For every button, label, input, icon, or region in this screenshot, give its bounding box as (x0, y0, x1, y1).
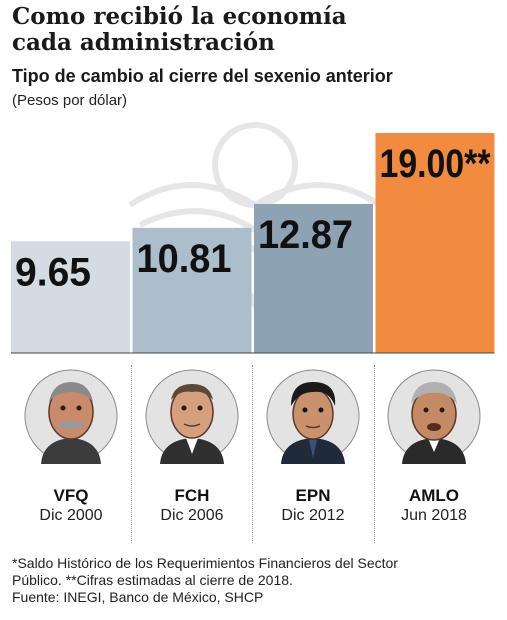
bar-chart: 9.65 10.81 12.87 19.00** (11, 133, 495, 354)
president-epn: EPN Dic 2012 (253, 362, 373, 526)
column-divider-2 (252, 365, 253, 543)
source-line: Fuente: INEGI, Banco de México, SHCP (12, 589, 264, 605)
bar-value-label-amlo: 19.00** (380, 142, 491, 186)
president-fch: FCH Dic 2006 (132, 362, 252, 526)
portrait-vfq-icon (24, 369, 118, 464)
bar-fch (132, 227, 252, 353)
bar-vfq (11, 241, 130, 353)
bar-value-label-fch: 10.81 (137, 237, 232, 281)
portrait-fch-icon (145, 369, 239, 464)
president-name-vfq: VFQ (53, 486, 89, 505)
bar-value-label-vfq: 9.65 (15, 250, 91, 294)
unit-label: (Pesos por dólar) (12, 92, 128, 109)
column-divider-3 (374, 365, 375, 543)
title-line-1: Como recibió la economía (12, 3, 347, 30)
portrait-epn-icon (266, 369, 360, 464)
title-line-2: cada administración (12, 29, 275, 56)
president-name-fch: FCH (174, 486, 210, 505)
president-amlo: AMLO Jun 2018 (374, 362, 494, 526)
footnote-line-2: Público. **Cifras estimadas al cierre de… (12, 572, 293, 588)
footnotes: *Saldo Histórico de los Requerimientos F… (12, 555, 500, 606)
bar-value-label-epn: 12.87 (258, 213, 353, 257)
president-name-amlo: AMLO (408, 486, 460, 505)
president-name-epn: EPN (295, 486, 331, 505)
chart-title: Como recibió la economía cada administra… (12, 4, 492, 56)
president-date-vfq: Dic 2000 (39, 507, 103, 524)
column-divider-1 (131, 365, 132, 543)
portrait-amlo-icon (387, 369, 481, 464)
president-vfq: VFQ Dic 2000 (11, 362, 131, 526)
chart-subtitle: Tipo de cambio al cierre del sexenio ant… (12, 66, 393, 86)
bar-epn (254, 203, 373, 353)
president-date-epn: Dic 2012 (281, 507, 345, 524)
president-date-amlo: Jun 2018 (401, 507, 467, 524)
president-date-fch: Dic 2006 (160, 507, 224, 524)
footnote-line-1: *Saldo Histórico de los Requerimientos F… (12, 555, 398, 571)
bar-amlo (375, 133, 495, 353)
